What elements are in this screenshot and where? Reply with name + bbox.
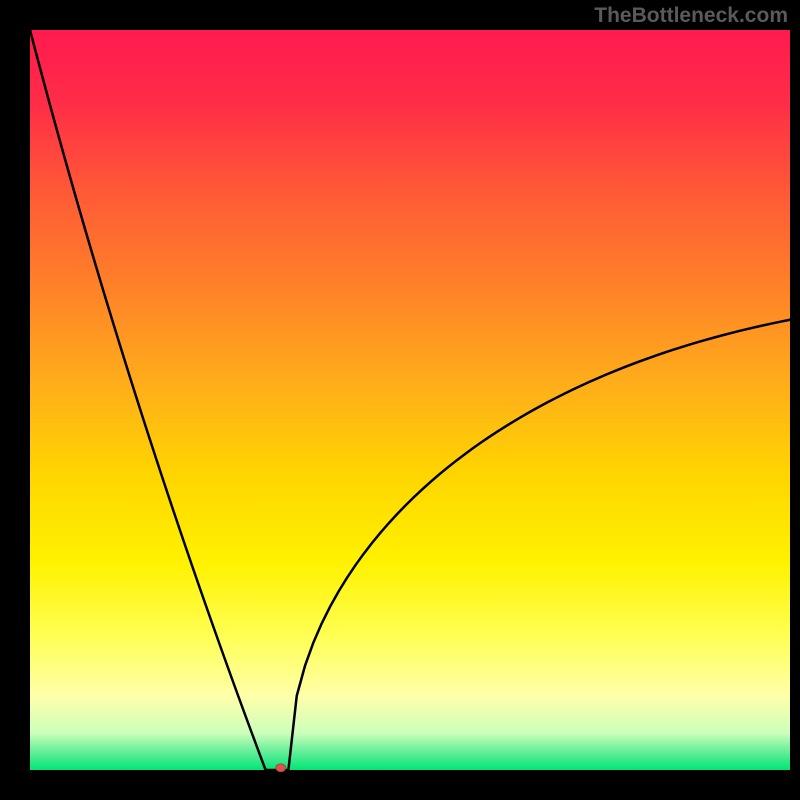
bottleneck-chart: TheBottleneck.com: [0, 0, 800, 800]
plot-background: [30, 30, 790, 770]
watermark-text: TheBottleneck.com: [594, 4, 788, 28]
optimal-point-marker: [276, 764, 286, 772]
chart-svg: [0, 0, 800, 800]
